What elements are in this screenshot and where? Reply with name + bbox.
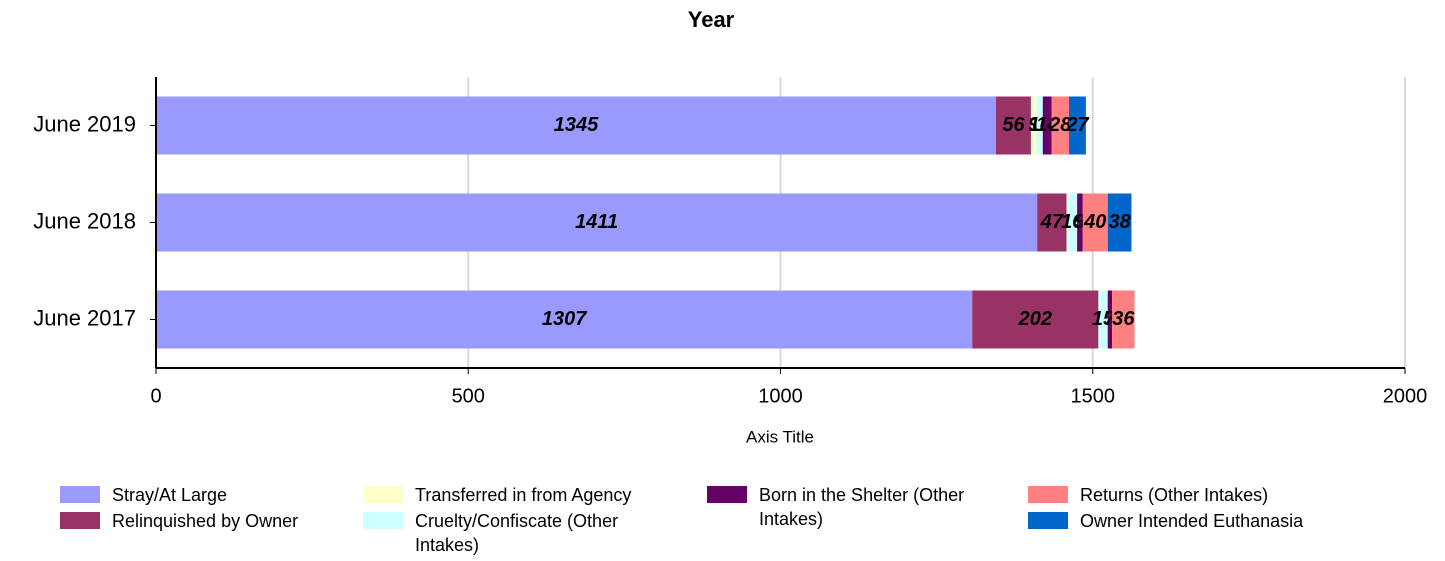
legend-item: Cruelty/Confiscate (Other Intakes) bbox=[363, 509, 663, 557]
legend-label: Relinquished by Owner bbox=[112, 511, 299, 531]
data-label: 202 bbox=[1018, 308, 1052, 330]
x-tick-label: 1500 bbox=[1071, 385, 1116, 407]
bar-segment bbox=[1107, 290, 1113, 349]
data-label: 38 bbox=[1108, 211, 1131, 233]
legend-label: Cruelty/Confiscate (Other Intakes) bbox=[415, 511, 619, 555]
bar-segment bbox=[972, 290, 1099, 349]
legend-swatch bbox=[1028, 512, 1068, 529]
legend-item: Stray/At Large bbox=[60, 483, 360, 507]
chart: Year Axis Title 0 500 1000 1500 2000 June 201… bbox=[33, 7, 1428, 447]
data-label: 1411 bbox=[575, 211, 618, 233]
bar-segment bbox=[156, 290, 973, 349]
legend-swatch bbox=[363, 512, 403, 529]
bar-segment bbox=[156, 193, 1038, 252]
bar-segment bbox=[1082, 193, 1108, 252]
legend-item: Owner Intended Euthanasia bbox=[1028, 509, 1328, 533]
legend-swatch bbox=[60, 512, 100, 529]
x-tick-label: 2000 bbox=[1383, 385, 1428, 407]
bar-segment bbox=[1037, 193, 1067, 252]
x-axis-title: Axis Title bbox=[746, 427, 814, 446]
data-label: 40 bbox=[1083, 211, 1106, 233]
data-label: 56 bbox=[1002, 114, 1025, 136]
bar-segment bbox=[1112, 290, 1135, 349]
bar-segment bbox=[1069, 96, 1086, 155]
bar-segment bbox=[1051, 96, 1070, 155]
legend-swatch bbox=[363, 486, 403, 503]
legend-item: Relinquished by Owner bbox=[60, 509, 360, 533]
bar-segment bbox=[1030, 96, 1037, 155]
legend-label: Born in the Shelter (Other Intakes) bbox=[759, 485, 965, 529]
bar-segment bbox=[1036, 96, 1043, 155]
data-label: 1345 bbox=[554, 114, 599, 136]
legend-item: Returns (Other Intakes) bbox=[1028, 483, 1328, 507]
legend-item: Transferred in from Agency bbox=[363, 483, 663, 507]
legend-swatch bbox=[60, 486, 100, 503]
y-tick-label: June 2018 bbox=[33, 208, 136, 233]
legend-label: Owner Intended Euthanasia bbox=[1080, 511, 1304, 531]
legend-swatch bbox=[707, 486, 747, 503]
legend-label: Returns (Other Intakes) bbox=[1080, 485, 1269, 505]
x-tick-label: 0 bbox=[150, 385, 161, 407]
data-label: 27 bbox=[1065, 114, 1089, 136]
bar-segment bbox=[1042, 96, 1052, 155]
data-label: 1 bbox=[1061, 211, 1072, 233]
bar-segment bbox=[1098, 290, 1108, 349]
y-tick-label: June 2017 bbox=[33, 305, 136, 330]
legend-item: Born in the Shelter (Other Intakes) bbox=[707, 483, 1007, 531]
x-tick-label: 1000 bbox=[758, 385, 803, 407]
bar-segment bbox=[995, 96, 1031, 155]
bar-segment bbox=[1107, 193, 1132, 252]
y-tick-label: June 2019 bbox=[33, 111, 136, 136]
legend-label: Stray/At Large bbox=[112, 485, 228, 505]
bar-segment bbox=[1077, 193, 1083, 252]
legend-swatch bbox=[1028, 486, 1068, 503]
bar-segment bbox=[1066, 193, 1068, 252]
data-label: 36 bbox=[1112, 308, 1135, 330]
data-label: 28 bbox=[1048, 114, 1072, 136]
data-label: 47 bbox=[1040, 211, 1064, 233]
legend-label: Transferred in from Agency bbox=[415, 485, 632, 505]
bar-segment bbox=[156, 96, 996, 155]
chart-title: Year bbox=[688, 7, 735, 32]
bar-segment bbox=[1067, 193, 1078, 252]
x-tick-label: 500 bbox=[452, 385, 485, 407]
data-label: 1307 bbox=[542, 308, 587, 330]
